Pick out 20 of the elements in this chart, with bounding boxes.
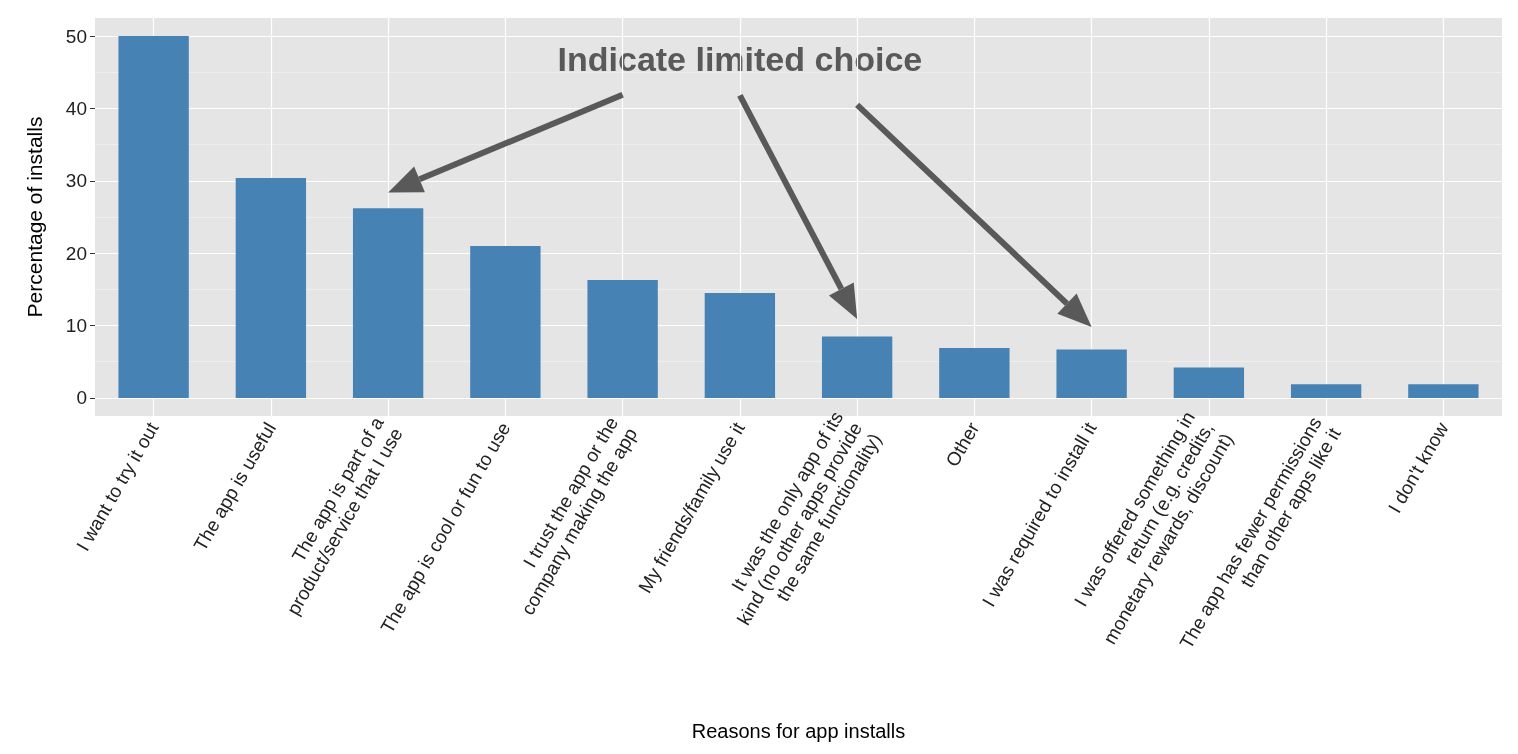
y-tick-label: 50 [65, 25, 87, 47]
bar [1290, 384, 1362, 398]
bar [235, 177, 307, 398]
y-axis-title: Percentage of installs [23, 116, 46, 318]
annotation: Indicate limited choice [557, 39, 923, 78]
bar [1173, 367, 1245, 398]
bar [352, 208, 424, 398]
bar [939, 347, 1010, 398]
y-tick-label: 20 [65, 242, 87, 264]
bar [118, 36, 189, 398]
x-axis-title: Reasons for app installs [691, 720, 906, 742]
y-tick-label: 10 [65, 315, 87, 337]
bar [821, 336, 893, 398]
bar [1056, 349, 1127, 398]
bar [1408, 384, 1479, 398]
y-tick-label: 0 [76, 387, 87, 409]
bar [587, 279, 658, 398]
y-tick-label: 40 [65, 97, 87, 119]
y-tick-label: 30 [65, 170, 87, 192]
bar [470, 245, 541, 398]
